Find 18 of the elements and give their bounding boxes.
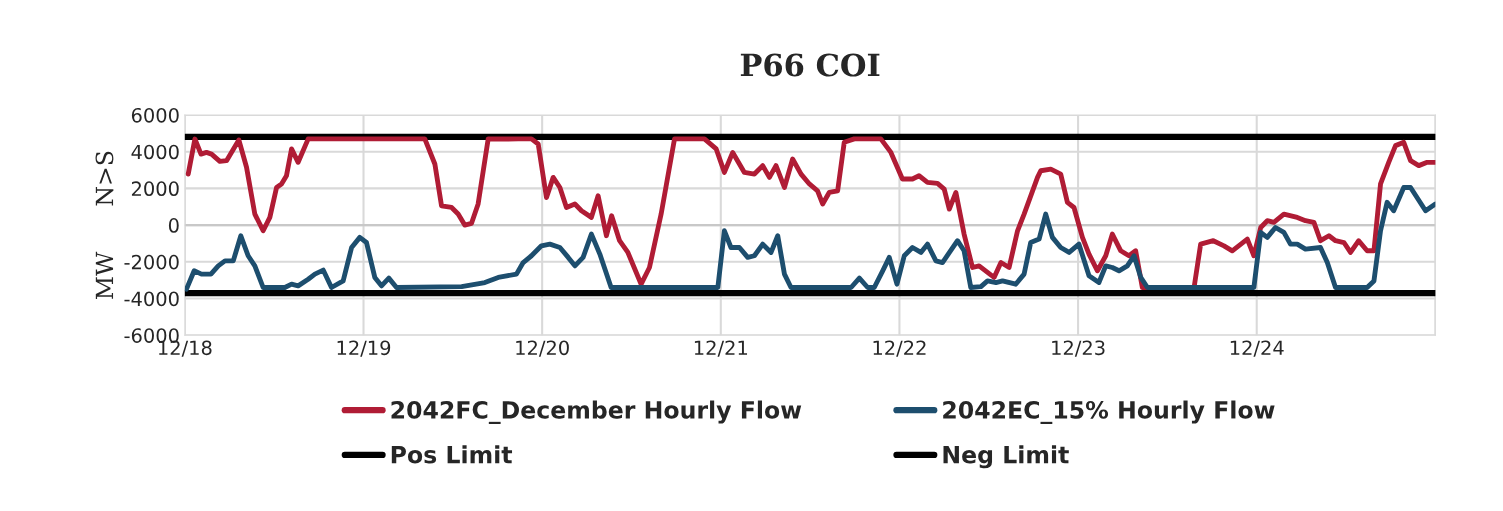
x-tick-label: 12/22: [873, 340, 926, 357]
x-tick-label: 12/20: [516, 340, 569, 357]
x-tick-label: 12/19: [337, 340, 391, 357]
y-tick-label: 2000: [131, 181, 179, 197]
chart-title: P66 COI: [740, 53, 880, 77]
x-tick-label: 12/23: [1052, 340, 1105, 357]
y-tick-label: -4000: [124, 291, 179, 307]
y-tick-label: 6000: [131, 107, 179, 123]
y-tick-label: 0: [168, 218, 179, 233]
legend-label: 2042EC_15% Hourly Flow: [943, 400, 1275, 425]
y-tick-label: 4000: [131, 144, 179, 160]
x-tick-label: 12/21: [694, 340, 748, 357]
x-tick-label: 12/24: [1230, 340, 1284, 357]
legend-label: Pos Limit: [391, 445, 513, 464]
y-tick-label: -2000: [124, 254, 179, 270]
y-axis-title: MW N>S: [95, 151, 114, 299]
legend-label: 2042FC_December Hourly Flow: [391, 400, 802, 425]
legend-label: Neg Limit: [943, 445, 1069, 469]
